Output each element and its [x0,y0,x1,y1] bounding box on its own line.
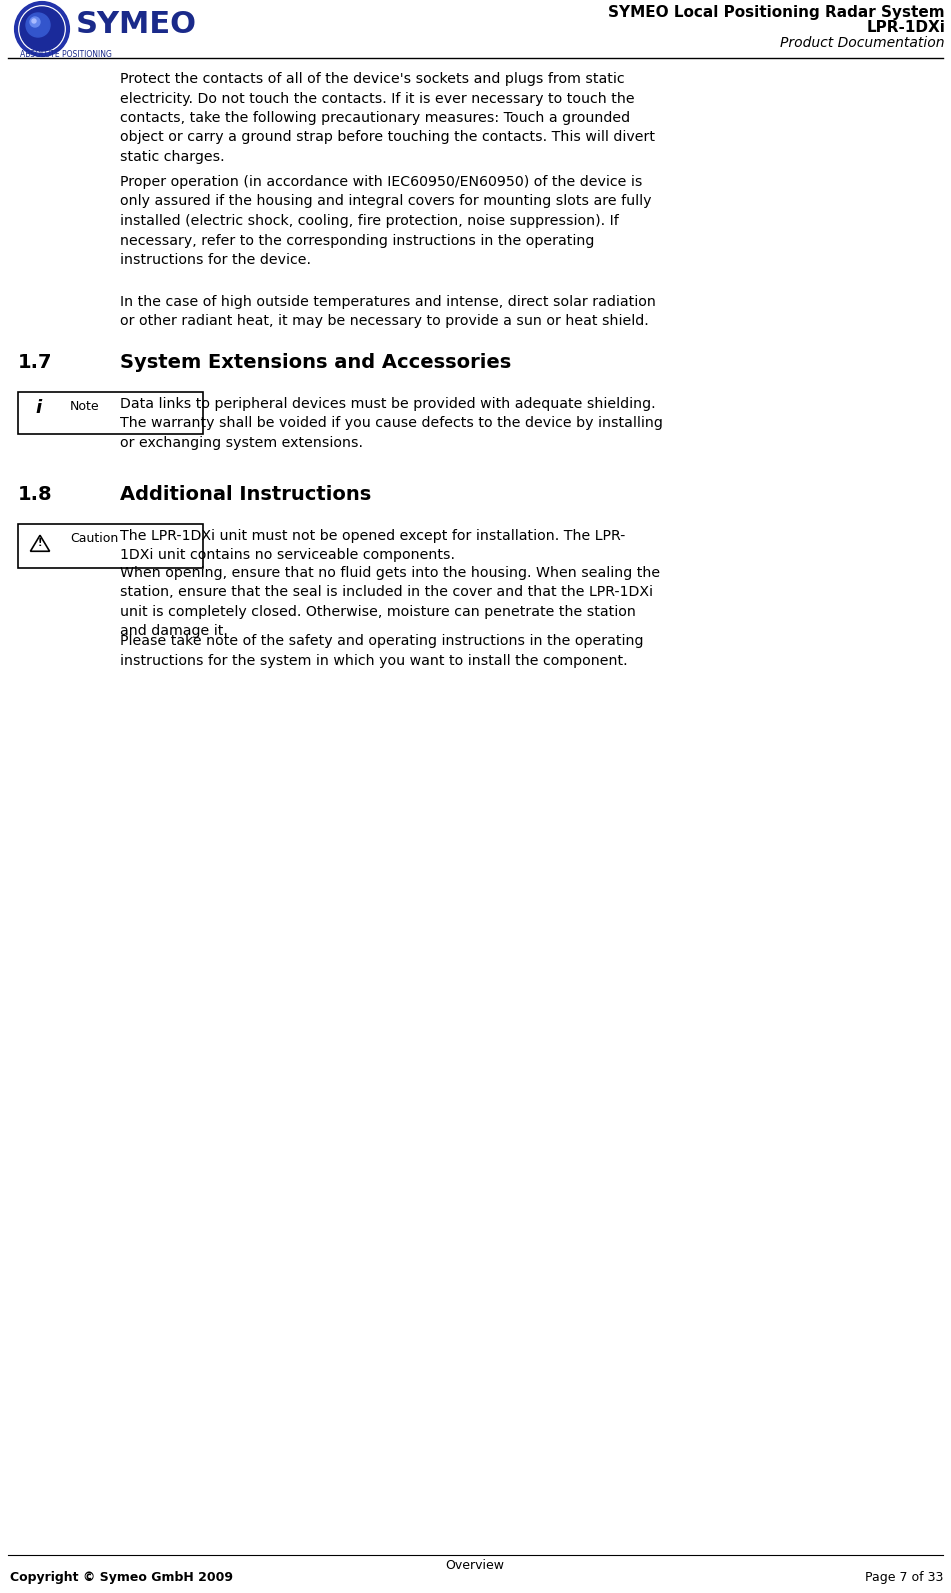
Text: Please take note of the safety and operating instructions in the operating
instr: Please take note of the safety and opera… [120,634,644,667]
FancyBboxPatch shape [18,524,203,569]
Text: LPR-1DXi: LPR-1DXi [866,21,945,35]
Text: Data links to peripheral devices must be provided with adequate shielding.: Data links to peripheral devices must be… [120,397,655,411]
Text: When opening, ensure that no fluid gets into the housing. When sealing the
stati: When opening, ensure that no fluid gets … [120,566,660,639]
Text: SYMEO: SYMEO [76,10,197,38]
Text: Caution: Caution [70,532,118,545]
Text: System Extensions and Accessories: System Extensions and Accessories [120,354,512,373]
Text: Proper operation (in accordance with IEC60950/EN60950) of the device is
only ass: Proper operation (in accordance with IEC… [120,175,651,268]
Circle shape [32,19,36,22]
Text: 1.7: 1.7 [18,354,52,373]
Text: 1.8: 1.8 [18,484,52,503]
Text: ABSOLUTE POSITIONING: ABSOLUTE POSITIONING [20,49,112,59]
Text: Additional Instructions: Additional Instructions [120,484,371,503]
Polygon shape [30,535,49,551]
Circle shape [26,13,50,37]
Text: The LPR-1DXi unit must not be opened except for installation. The LPR-
1DXi unit: The LPR-1DXi unit must not be opened exc… [120,529,626,562]
Text: Product Documentation: Product Documentation [781,37,945,49]
Text: Protect the contacts of all of the device's sockets and plugs from static
electr: Protect the contacts of all of the devic… [120,72,655,164]
Text: SYMEO Local Positioning Radar System: SYMEO Local Positioning Radar System [609,5,945,21]
Circle shape [20,6,64,51]
Circle shape [30,18,40,27]
Text: i: i [35,398,41,417]
Text: Copyright © Symeo GmbH 2009: Copyright © Symeo GmbH 2009 [10,1571,233,1583]
FancyBboxPatch shape [18,392,203,433]
Text: In the case of high outside temperatures and intense, direct solar radiation
or : In the case of high outside temperatures… [120,295,656,328]
Text: Note: Note [70,400,100,413]
Text: Page 7 of 33: Page 7 of 33 [864,1571,943,1583]
Text: The warranty shall be voided if you cause defects to the device by installing
or: The warranty shall be voided if you caus… [120,416,663,449]
Text: !: ! [38,538,42,548]
Text: Overview: Overview [445,1560,504,1572]
